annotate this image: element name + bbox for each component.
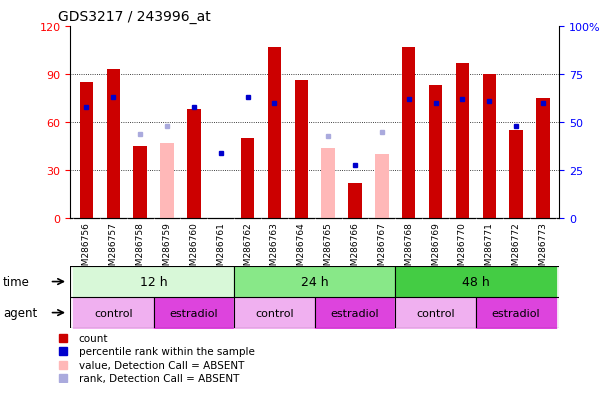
Bar	[321, 148, 335, 219]
Text: percentile rank within the sample: percentile rank within the sample	[79, 347, 254, 356]
Text: GSM286771: GSM286771	[485, 221, 494, 276]
Bar	[133, 147, 147, 219]
Bar	[295, 81, 308, 219]
Bar	[456, 64, 469, 219]
Text: GSM286759: GSM286759	[163, 221, 172, 276]
Text: GSM286757: GSM286757	[109, 221, 118, 276]
Text: GSM286764: GSM286764	[297, 221, 306, 276]
Text: value, Detection Call = ABSENT: value, Detection Call = ABSENT	[79, 360, 244, 370]
Text: control: control	[255, 308, 294, 318]
Text: estradiol: estradiol	[169, 308, 218, 318]
Text: control: control	[416, 308, 455, 318]
Bar	[429, 86, 442, 219]
Text: 24 h: 24 h	[301, 275, 329, 288]
Bar	[187, 110, 200, 219]
Text: control: control	[94, 308, 133, 318]
Text: GSM286767: GSM286767	[378, 221, 386, 276]
Text: GSM286768: GSM286768	[404, 221, 413, 276]
Text: agent: agent	[3, 306, 37, 319]
Bar	[160, 144, 174, 219]
Text: time: time	[3, 275, 30, 288]
Bar	[348, 184, 362, 219]
Text: estradiol: estradiol	[331, 308, 379, 318]
Text: GSM286766: GSM286766	[351, 221, 359, 276]
Bar	[79, 83, 93, 219]
Text: estradiol: estradiol	[492, 308, 540, 318]
Text: GSM286773: GSM286773	[538, 221, 547, 276]
Text: GSM286765: GSM286765	[324, 221, 332, 276]
Text: 48 h: 48 h	[462, 275, 489, 288]
Text: GSM286769: GSM286769	[431, 221, 440, 276]
Text: count: count	[79, 333, 108, 343]
Text: GSM286761: GSM286761	[216, 221, 225, 276]
Bar	[375, 155, 389, 219]
Text: GSM286770: GSM286770	[458, 221, 467, 276]
Bar	[510, 131, 523, 219]
Text: GSM286760: GSM286760	[189, 221, 199, 276]
Bar	[536, 99, 550, 219]
Text: GSM286762: GSM286762	[243, 221, 252, 276]
Bar	[106, 70, 120, 219]
Bar	[402, 47, 415, 219]
Text: GSM286772: GSM286772	[511, 221, 521, 276]
Bar	[241, 139, 254, 219]
Text: GDS3217 / 243996_at: GDS3217 / 243996_at	[58, 10, 211, 24]
Text: GSM286763: GSM286763	[270, 221, 279, 276]
Text: 12 h: 12 h	[140, 275, 167, 288]
Text: GSM286758: GSM286758	[136, 221, 145, 276]
Text: GSM286756: GSM286756	[82, 221, 91, 276]
Bar	[483, 75, 496, 219]
Bar	[268, 47, 281, 219]
Text: rank, Detection Call = ABSENT: rank, Detection Call = ABSENT	[79, 373, 239, 383]
